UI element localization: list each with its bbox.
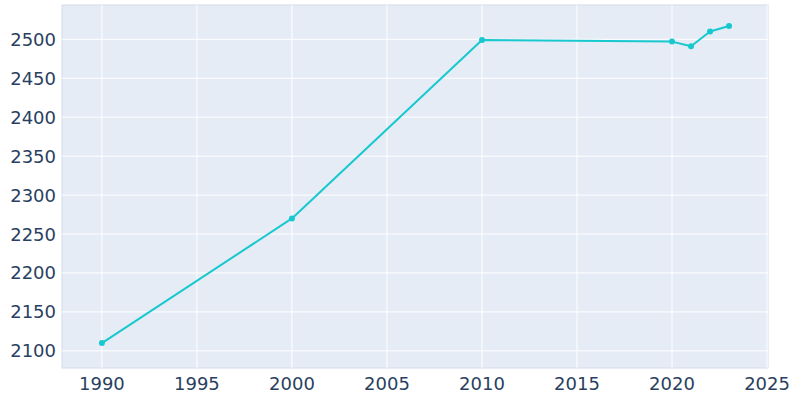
y-tick-label: 2150 — [10, 301, 56, 322]
y-tick-label: 2250 — [10, 224, 56, 245]
chart-svg: 2100 2150 2200 2250 2300 2350 2400 2450 2500 1990… — [0, 0, 800, 400]
y-grid-line — [62, 195, 768, 196]
x-tick-label: 2025 — [744, 373, 790, 394]
y-tick-label: 2100 — [10, 340, 56, 361]
tick-labels: 2100 2150 2200 2250 2300 2350 2400 2450 2500 1990… — [10, 29, 790, 394]
x-grid-line — [481, 5, 482, 368]
x-tick-label: 2010 — [459, 373, 505, 394]
plot-frame — [62, 5, 768, 368]
marker — [688, 43, 694, 49]
x-tick-label: 2000 — [269, 373, 315, 394]
x-tick-label: 1995 — [174, 373, 220, 394]
y-grid-line — [62, 272, 768, 273]
y-grid-line — [62, 117, 768, 118]
y-grid-line — [62, 156, 768, 157]
marker — [99, 340, 105, 346]
x-grid-line — [291, 5, 292, 368]
data-group — [99, 23, 732, 346]
y-grid-line — [62, 311, 768, 312]
x-tick-label: 2015 — [554, 373, 600, 394]
marker — [669, 39, 675, 45]
y-tick-label: 2350 — [10, 146, 56, 167]
line — [102, 26, 729, 343]
x-grid-line — [672, 5, 673, 368]
marker — [726, 23, 732, 29]
grid — [62, 5, 768, 368]
y-tick-label: 2400 — [10, 107, 56, 128]
y-tick-label: 2300 — [10, 185, 56, 206]
y-tick-label: 2500 — [10, 29, 56, 50]
x-tick-label: 2020 — [649, 373, 695, 394]
y-tick-label: 2450 — [10, 68, 56, 89]
x-tick-label: 2005 — [364, 373, 410, 394]
x-grid-line — [577, 5, 578, 368]
y-grid-line — [62, 78, 768, 79]
y-grid-line — [62, 234, 768, 235]
x-grid-line — [386, 5, 387, 368]
x-grid-line — [767, 5, 768, 368]
x-grid-line — [196, 5, 197, 368]
chart-container: 2100 2150 2200 2250 2300 2350 2400 2450 2500 1990… — [0, 0, 800, 400]
x-tick-label: 1990 — [79, 373, 125, 394]
y-grid-line — [62, 39, 768, 40]
marker — [289, 215, 295, 221]
y-tick-label: 2200 — [10, 262, 56, 283]
y-grid-line — [62, 350, 768, 351]
marker — [479, 37, 485, 43]
x-grid-line — [101, 5, 102, 368]
marker — [707, 28, 713, 34]
